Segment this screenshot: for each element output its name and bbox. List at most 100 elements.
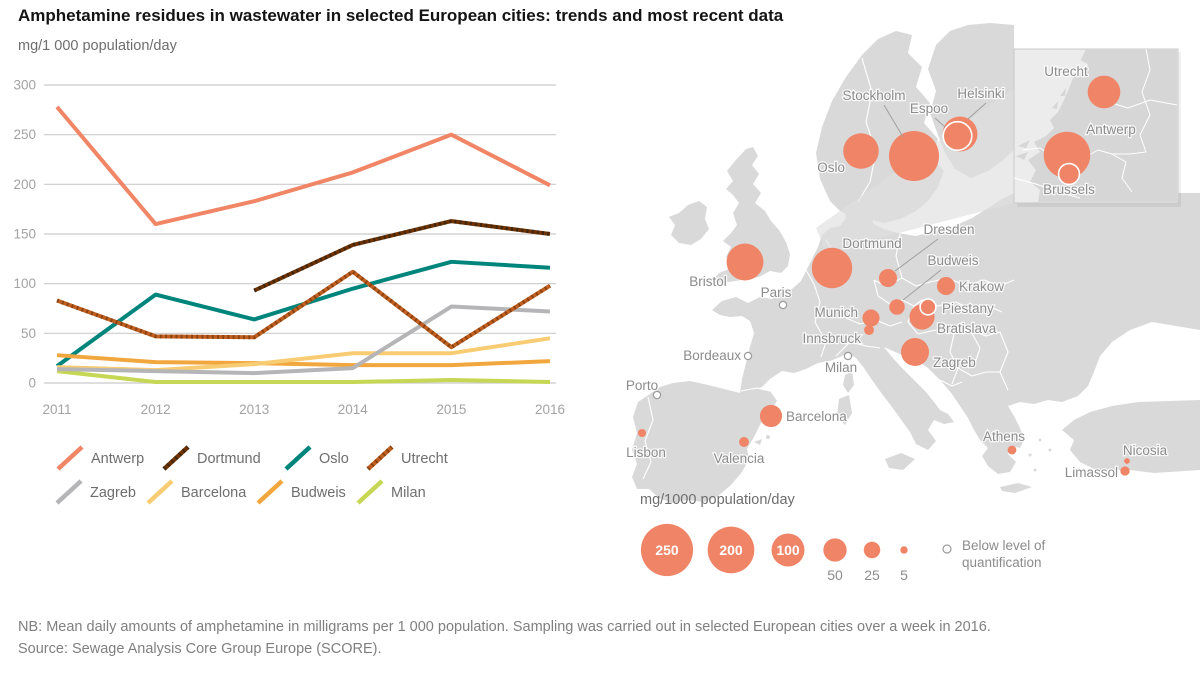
x-tick-label: 2014 <box>338 402 369 417</box>
bubble-loq-paris <box>778 300 788 310</box>
series-line-utrecht <box>56 269 552 350</box>
city-label-budweis: Budweis <box>927 253 978 268</box>
bubble-barcelona <box>759 404 783 428</box>
bubble-athens <box>1007 445 1017 455</box>
legend-swatch-texture <box>366 445 394 471</box>
size-legend-bubble-50 <box>823 538 847 562</box>
legend-item-barcelona: Barcelona <box>146 479 247 505</box>
legend-item-dortmund: Dortmund <box>162 445 261 471</box>
x-tick-label: 2015 <box>436 402 466 417</box>
size-legend-value-100: 100 <box>776 542 800 558</box>
city-bubbles-layer <box>637 75 1130 476</box>
city-label-antwerp: Antwerp <box>1086 122 1136 137</box>
bubble-innsbruck <box>864 325 874 335</box>
y-tick-label: 200 <box>13 177 36 192</box>
city-label-utrecht: Utrecht <box>1044 64 1088 79</box>
city-label-espoo: Espoo <box>910 101 948 116</box>
bubble-antwerp <box>1043 131 1091 179</box>
series-line-dortmund <box>253 219 551 293</box>
y-tick-label: 300 <box>13 78 36 93</box>
bubble-zagreb <box>900 337 930 367</box>
size-legend-value-200: 200 <box>719 542 743 558</box>
city-label-athens: Athens <box>983 429 1025 444</box>
size-legend-value-250: 250 <box>655 542 679 558</box>
series-line-zagreb <box>56 304 551 376</box>
legend-swatch <box>256 479 284 505</box>
bubble-nicosia <box>1124 458 1130 464</box>
city-label-bratislava: Bratislava <box>937 321 997 336</box>
size-legend-bubble-100 <box>771 533 805 567</box>
city-label-krakow: Krakow <box>959 279 1004 294</box>
legend-label: Dortmund <box>197 451 261 467</box>
below-loq-legend-icon <box>942 544 952 554</box>
size-legend-value-50: 50 <box>827 567 843 583</box>
bubble-utrecht <box>1087 75 1121 109</box>
city-label-paris: Paris <box>761 285 792 300</box>
legend-swatch <box>55 479 83 505</box>
trend-line-chart: 0 50 100 150 200 250 300 2011 2012 2013 2014 2015 20… <box>13 78 565 505</box>
size-legend-bubble-25 <box>863 541 881 559</box>
footnote: NB: Mean daily amounts of amphetamine in… <box>18 616 991 660</box>
x-tick-label: 2012 <box>141 402 171 417</box>
city-label-brussels: Brussels <box>1043 182 1095 197</box>
city-label-innsbruck: Innsbruck <box>802 331 861 346</box>
bubble-loq-porto <box>652 390 662 400</box>
bubble-krakow <box>936 276 956 296</box>
bubble-loq-milan <box>843 351 853 361</box>
city-labels-layer: Oslo Stockholm Helsinki Espoo Bristol Dortmun… <box>625 63 1169 482</box>
bubble-limassol <box>1120 466 1130 476</box>
x-tick-label: 2016 <box>535 402 565 417</box>
bubble-budweis <box>889 299 905 315</box>
city-label-valencia: Valencia <box>714 451 765 466</box>
legend-swatch <box>356 479 384 505</box>
legend-swatch-texture <box>162 445 190 471</box>
size-legend-bubble-200 <box>707 526 755 574</box>
city-label-dresden: Dresden <box>923 222 974 237</box>
below-loq-legend-label: Below level of <box>962 538 1046 553</box>
series-line-milan <box>56 369 551 385</box>
legend-item-antwerp: Antwerp <box>56 445 144 471</box>
y-tick-label: 0 <box>28 376 36 391</box>
city-label-nicosia: Nicosia <box>1123 443 1168 458</box>
bubble-brussels <box>1057 162 1081 186</box>
bubble-piestany <box>919 298 937 316</box>
city-label-piestany: Piestany <box>942 301 994 316</box>
page-title: Amphetamine residues in wastewater in se… <box>18 6 784 25</box>
x-tick-label: 2013 <box>239 402 269 417</box>
line-chart-unit-label: mg/1 000 population/day <box>18 38 177 54</box>
bubble-dresden <box>878 268 898 288</box>
legend-label: Barcelona <box>181 485 247 501</box>
legend-swatch <box>146 479 174 505</box>
legend-label: Budweis <box>291 485 346 501</box>
city-label-bristol: Bristol <box>689 274 727 289</box>
bubble-size-legend: mg/1000 population/day 250 200 100 50 25 5 Belo… <box>640 492 1046 583</box>
city-label-bordeaux: Bordeaux <box>683 348 741 363</box>
legend-swatch <box>56 445 84 471</box>
inset-map-benelux <box>1013 48 1181 207</box>
leader-line-dresden <box>894 238 939 272</box>
city-label-lisbon: Lisbon <box>626 445 666 460</box>
legend-item-utrecht: Utrecht <box>366 445 448 471</box>
city-label-limassol: Limassol <box>1065 465 1118 480</box>
map-unit-label: mg/1000 population/day <box>640 492 796 508</box>
size-legend-value-25: 25 <box>864 567 880 583</box>
bubble-valencia <box>739 437 749 447</box>
x-tick-label: 2011 <box>42 402 71 417</box>
bubble-lisbon <box>637 428 647 438</box>
city-label-oslo: Oslo <box>817 160 845 175</box>
size-legend-bubble-5 <box>900 546 908 554</box>
y-tick-label: 100 <box>13 276 36 291</box>
bubble-loq-bordeaux <box>743 351 753 361</box>
legend-item-zagreb: Zagreb <box>55 479 136 505</box>
city-label-porto: Porto <box>626 378 658 393</box>
footnote-source: Source: Sewage Analysis Core Group Europ… <box>18 641 382 657</box>
leader-line-helsinki <box>967 102 987 120</box>
y-tick-label: 50 <box>21 326 36 341</box>
city-label-munich: Munich <box>814 305 858 320</box>
bubble-espoo <box>942 120 973 152</box>
y-tick-label: 250 <box>13 127 36 142</box>
bubble-stockholm <box>888 130 940 182</box>
city-label-helsinki: Helsinki <box>957 86 1004 101</box>
bubble-dortmund <box>811 247 853 289</box>
